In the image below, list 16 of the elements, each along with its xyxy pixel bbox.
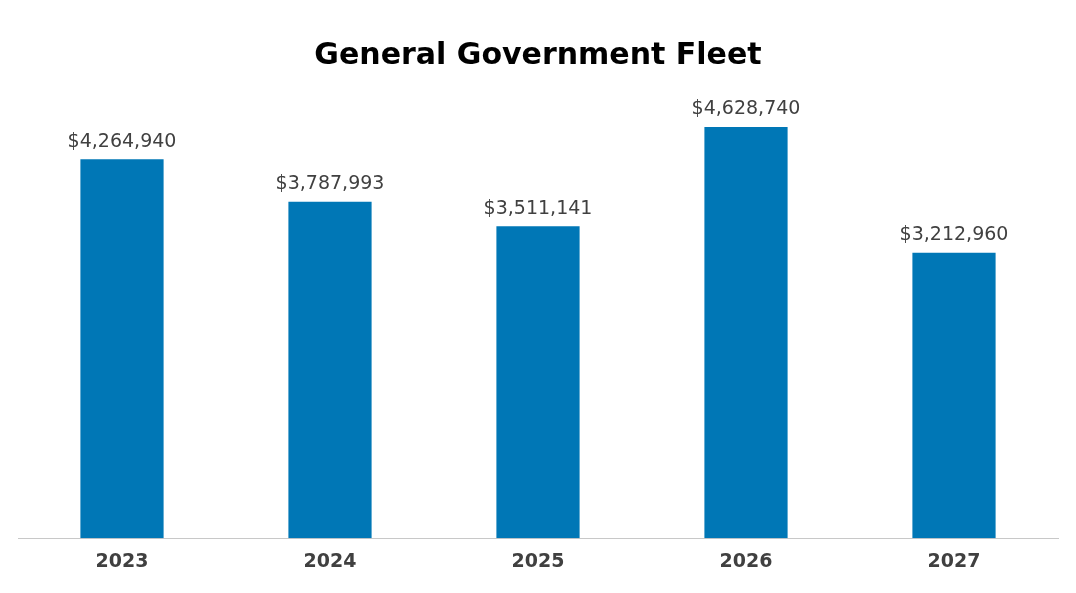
bar [704,126,788,539]
data-label: $4,264,940 [67,128,177,151]
data-label: $3,511,141 [483,195,593,218]
bar [288,201,372,539]
x-tick-label: 2024 [303,548,357,571]
bar [912,252,996,539]
bar [496,226,580,539]
data-label: $3,212,960 [899,222,1009,245]
x-tick-label: 2025 [511,548,565,571]
x-tick-label: 2027 [927,548,981,571]
bar [80,159,164,539]
x-tick-label: 2023 [95,548,149,571]
data-label: $3,787,993 [275,171,385,194]
chart-title: General Government Fleet [314,35,762,71]
x-tick-label: 2026 [719,548,773,571]
data-label: $4,628,740 [691,96,801,119]
